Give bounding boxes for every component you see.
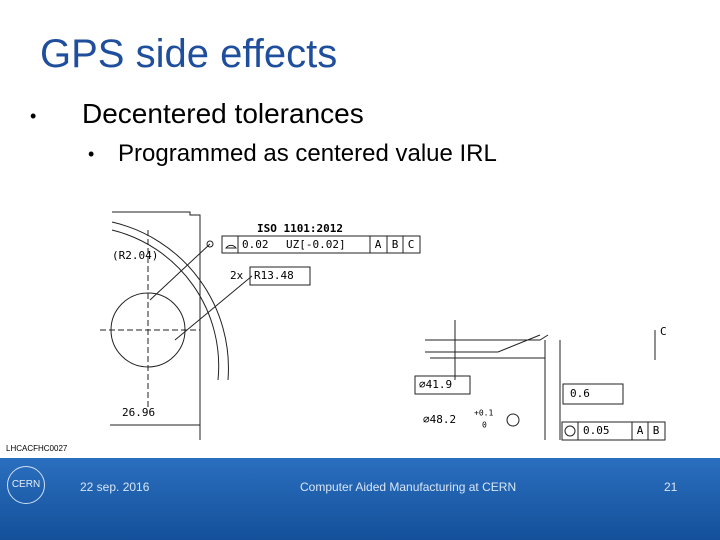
- frame: [414, 375, 471, 395]
- datum: A: [375, 238, 382, 251]
- footer-title: Computer Aided Manufacturing at CERN: [300, 480, 517, 494]
- datum-label: C: [660, 325, 667, 338]
- bullet-dot: •: [88, 144, 95, 164]
- datum: A: [637, 424, 644, 437]
- page-number: 21: [664, 480, 678, 494]
- diameter: ⌀48.2: [423, 413, 456, 426]
- leader: [174, 275, 253, 341]
- drawing: ISO 1101:2012 0.02 UZ[-0.02] A B C (R2.0…: [100, 211, 667, 441]
- profile-symbol: [225, 244, 237, 249]
- width: 26.96: [122, 406, 155, 419]
- envelope-symbol: [506, 413, 520, 427]
- reference: LHCACFHC0027: [6, 444, 68, 453]
- tolerance: 0.05: [583, 424, 610, 437]
- frame: [249, 266, 311, 286]
- bullet-dot: •: [30, 106, 37, 126]
- count: 2x: [230, 269, 244, 282]
- sub-bullet: Programmed as centered value IRL: [118, 140, 497, 167]
- title: GPS side effects: [40, 32, 338, 76]
- radius-ref: (R2.04): [112, 249, 158, 262]
- leader: [149, 243, 211, 301]
- length: 0.6: [570, 387, 590, 400]
- datum: B: [392, 238, 399, 251]
- logo: CERN: [7, 466, 45, 504]
- frame: [562, 383, 624, 405]
- frame: [561, 421, 666, 441]
- radius: R13.48: [254, 269, 294, 282]
- upper-deviation: +0.1: [474, 409, 493, 418]
- date: 22 sep. 2016: [80, 480, 150, 494]
- lower-deviation: 0: [482, 421, 487, 430]
- symbol: [206, 240, 214, 248]
- arc: [111, 221, 229, 381]
- zone: UZ[-0.02]: [286, 238, 346, 251]
- datum: B: [653, 424, 660, 437]
- position-symbol: [564, 425, 576, 437]
- standard: ISO 1101:2012: [257, 222, 343, 235]
- bullet: Decentered tolerances: [82, 98, 364, 129]
- outline: [112, 211, 201, 440]
- arc: [111, 229, 220, 381]
- footer-bar: [0, 458, 720, 540]
- diameter: ⌀41.9: [419, 378, 452, 391]
- tolerance: 0.02: [242, 238, 269, 251]
- datum: C: [408, 238, 415, 251]
- frame: [221, 235, 421, 254]
- outline: [425, 334, 549, 359]
